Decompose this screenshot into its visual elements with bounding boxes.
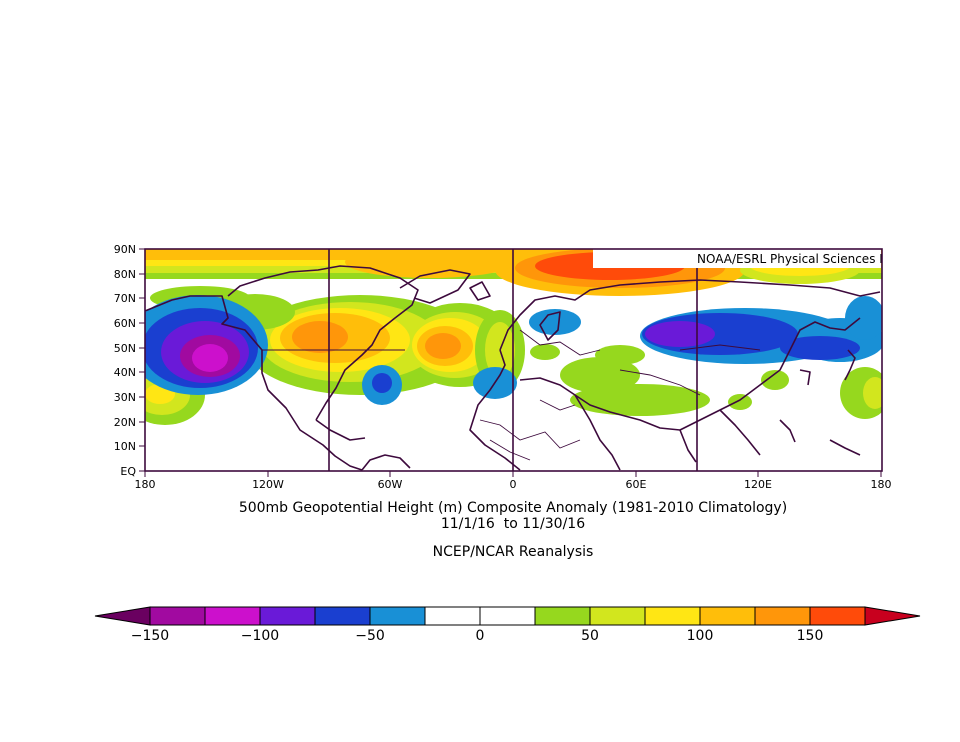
- canada-atlantic-positive: [245, 295, 518, 395]
- colorbar-swatch: [259, 606, 316, 626]
- colorbar-tick-label: −150: [131, 628, 169, 644]
- colorbar-swatch: [479, 606, 536, 626]
- lat-label: 30N: [114, 391, 136, 404]
- country-borders: [262, 329, 761, 461]
- lon-label: 0: [510, 478, 517, 491]
- colorbar-swatch: [754, 606, 811, 626]
- colorbar-swatch: [314, 606, 371, 626]
- lat-label: 20N: [114, 416, 136, 429]
- coastlines: [145, 265, 881, 471]
- colorbar-swatch: [589, 606, 646, 626]
- colorbar-left-arrow: [94, 606, 151, 626]
- colorbar-swatches: [94, 606, 921, 626]
- lat-axis: [139, 248, 145, 472]
- colorbar-swatch: [149, 606, 206, 626]
- lon-axis: [144, 471, 882, 477]
- lon-label: 60W: [378, 478, 403, 491]
- lat-label: 50N: [114, 342, 136, 355]
- lon-label: 180: [871, 478, 892, 491]
- lon-label: 60E: [626, 478, 647, 491]
- colorbar: −150 −100 −50 0 50 100 150: [94, 606, 921, 644]
- lat-label: 40N: [114, 366, 136, 379]
- lon-label: 120W: [252, 478, 284, 491]
- lat-label: 80N: [114, 268, 136, 281]
- colorbar-tick-label: −50: [355, 628, 385, 644]
- colorbar-right-arrow: [864, 606, 921, 626]
- lon-label: 180: [135, 478, 156, 491]
- colorbar-swatch: [809, 606, 866, 626]
- credit-text: NOAA/ESRL Physical Sciences Division: [697, 252, 927, 266]
- colorbar-swatch: [369, 606, 426, 626]
- colorbar-tick-label: 0: [476, 628, 485, 644]
- lat-label: 90N: [114, 243, 136, 256]
- colorbar-swatch: [699, 606, 756, 626]
- lat-label: 10N: [114, 440, 136, 453]
- colorbar-tick-label: 150: [797, 628, 824, 644]
- colorbar-swatch: [644, 606, 701, 626]
- colorbar-tick-label: −100: [241, 628, 279, 644]
- atlantic-negative: [362, 365, 402, 405]
- colorbar-tick-label: 50: [581, 628, 599, 644]
- central-asia-positive: [530, 344, 789, 416]
- date-range: 11/1/16 to 11/30/16: [441, 516, 585, 532]
- lat-label: 60N: [114, 317, 136, 330]
- meridian-lines: [328, 249, 698, 471]
- anomaly-map: NOAA/ESRL Physical Sciences Division: [145, 249, 927, 471]
- colorbar-swatch: [204, 606, 261, 626]
- colorbar-swatch: [424, 606, 481, 626]
- credit-box: [593, 249, 881, 268]
- lat-labels: 90N 80N 70N 60N 50N 40N 30N 20N 10N EQ: [114, 243, 137, 478]
- lat-label: 70N: [114, 292, 136, 305]
- lon-labels: 180 120W 60W 0 60E 120E 180: [135, 478, 892, 491]
- north-pacific-negative: [145, 295, 268, 395]
- map-title: 500mb Geopotential Height (m) Composite …: [239, 500, 787, 516]
- colorbar-swatch: [534, 606, 591, 626]
- data-source: NCEP/NCAR Reanalysis: [433, 544, 594, 560]
- west-pacific-positive-core: [863, 377, 882, 409]
- colorbar-ticks: −150 −100 −50 0 50 100 150: [131, 628, 824, 644]
- colorbar-tick-label: 100: [687, 628, 714, 644]
- lat-label: EQ: [120, 465, 136, 478]
- lon-label: 120E: [744, 478, 772, 491]
